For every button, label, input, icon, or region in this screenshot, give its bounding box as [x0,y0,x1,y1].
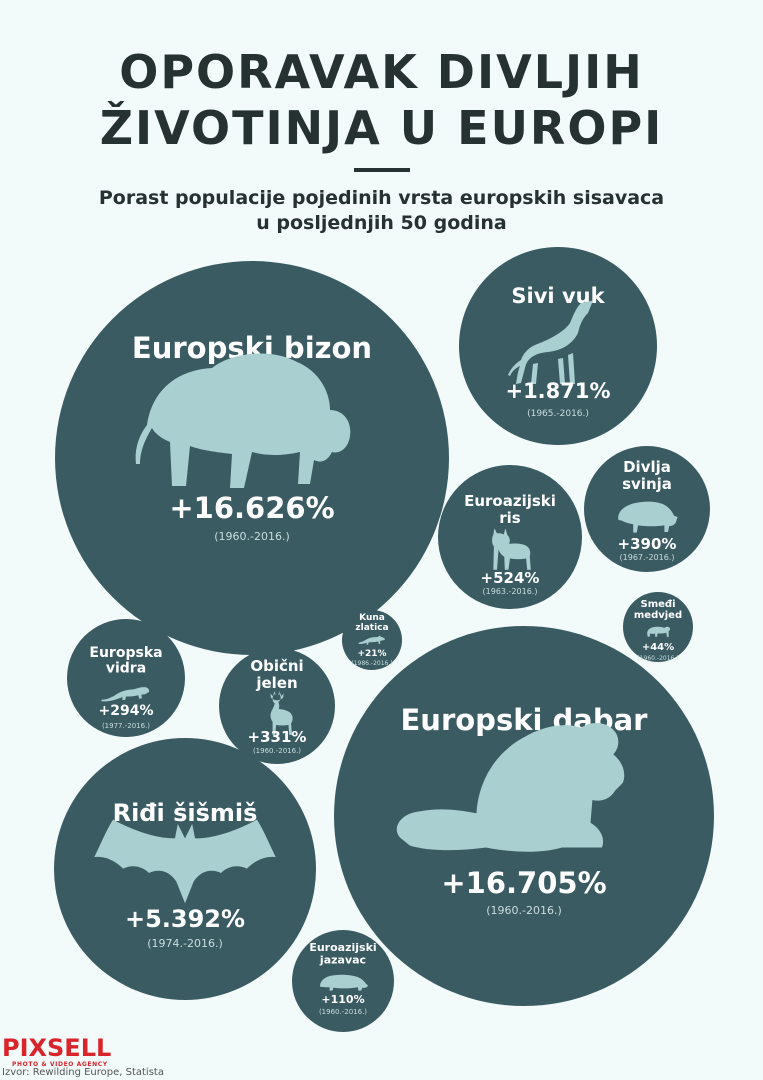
bubble-europski-bizon: Europski bizon+16.626%(1960.-2016.) [55,261,449,655]
bubble-name: Obični [250,657,303,675]
bubble-name: Kuna [359,613,385,623]
bubble-period: (1967.-2016.) [620,553,675,562]
bubble-value: +16.705% [441,866,606,900]
bubble-value: +1.871% [505,379,610,403]
bubble-name: Riđi šišmiš [113,799,258,827]
bubble-ridi-sismis: Riđi šišmiš +5.392% (1974.-2016.) [54,738,316,1000]
bubble-name: medvjed [634,610,682,621]
bubble-name: Divlja [623,458,671,476]
bubble-europski-dabar: Europski dabar+16.705%(1960.-2016.) [334,626,714,1006]
bubble-period: (1986.-2016.) [351,660,392,667]
bubble-period: (1960.-2016.) [486,904,562,917]
beaver-icon [396,722,625,852]
marten-icon [358,635,385,645]
bubble-value: +524% [481,569,540,587]
bubble-period: (1977.-2016.) [102,722,150,730]
bubble-circle [55,261,449,655]
bubble-name: svinja [622,475,672,493]
logo-tagline: PHOTO & VIDEO AGENCY [12,1061,108,1068]
bubble-period: (1974.-2016.) [147,937,223,950]
bubble-period: (1963.-2016.) [483,587,538,596]
bubble-sivi-vuk: Sivi vuk +1.871% (1965.-2016.) [459,247,657,445]
subtitle-line-2: u posljednjih 50 godina [256,212,507,234]
bubble-name: jazavac [319,953,366,966]
bear-icon [647,626,671,637]
source-note: Izvor: Rewilding Europe, Statista [2,1067,164,1078]
title-line-2: ŽIVOTINJA U EUROPI [99,101,664,155]
lynx-icon [492,528,531,570]
boar-icon [618,501,678,533]
bubble-value: +16.626% [169,491,334,525]
subtitle: Porast populacije pojedinih vrsta europs… [30,186,733,236]
pixsell-logo: PIXSELL [2,1034,112,1062]
bubble-name: Smeđi [641,599,676,610]
subtitle-line-1: Porast populacije pojedinih vrsta europs… [98,187,665,209]
bubble-circle [438,465,582,609]
bat-icon [94,819,276,904]
bubble-value: +21% [357,649,386,659]
bubble-name: vidra [106,661,146,677]
page-title: OPORAVAK DIVLJIH ŽIVOTINJA U EUROPI [0,44,763,156]
bubble-period: (1960.-2016.) [214,530,290,543]
otter-icon [101,687,150,702]
bubble-name: Europska [89,645,162,661]
bison-icon [135,353,351,488]
wolf-icon [508,300,593,384]
bubble-name: Sivi vuk [511,284,605,308]
deer-icon [270,691,293,735]
bubble-name: Euroazijski [309,941,376,954]
bubble-name: Euroazijski [464,492,556,510]
bubble-value: +294% [99,703,154,719]
bubble-value: +110% [321,993,364,1006]
bubble-circle [67,619,185,737]
bubble-name: ris [499,509,521,527]
bubble-period: (1960.-2016.) [319,1008,367,1016]
title-line-1: OPORAVAK DIVLJIH [119,45,644,99]
bubble-period: (1965.-2016.) [527,409,589,419]
bubble-value: +5.392% [125,905,245,933]
bubble-period: (1960.-2016.) [253,747,301,755]
bubble-period: (1960.-2016.) [637,655,678,662]
bubble-name: zlatica [355,623,388,633]
badger-icon [320,974,368,991]
bubble-value: +390% [618,535,677,553]
title-underline [354,168,410,172]
bubble-name: jelen [255,674,297,692]
bubble-value: +331% [248,728,307,746]
bubble-value: +44% [642,642,674,653]
